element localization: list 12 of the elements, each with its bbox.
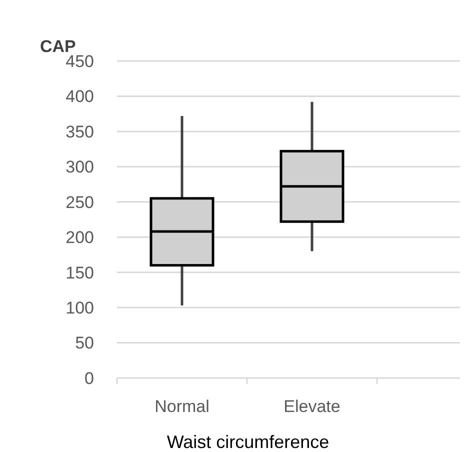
- y-tick-label: 100: [66, 298, 94, 318]
- x-tick-label: Elevate: [284, 397, 340, 416]
- x-axis-title: Waist circumference: [166, 432, 330, 452]
- y-tick-label: 200: [66, 228, 94, 248]
- y-tick-label: 350: [66, 122, 94, 142]
- y-tick-label: 300: [66, 158, 94, 177]
- y-tick-label: 400: [66, 87, 94, 106]
- y-tick-label: 250: [66, 192, 94, 212]
- y-tick-label: 0: [84, 368, 94, 388]
- y-tick-label: 50: [75, 334, 94, 353]
- y-tick-label: 150: [66, 263, 94, 282]
- x-tick-label: Normal: [154, 397, 210, 416]
